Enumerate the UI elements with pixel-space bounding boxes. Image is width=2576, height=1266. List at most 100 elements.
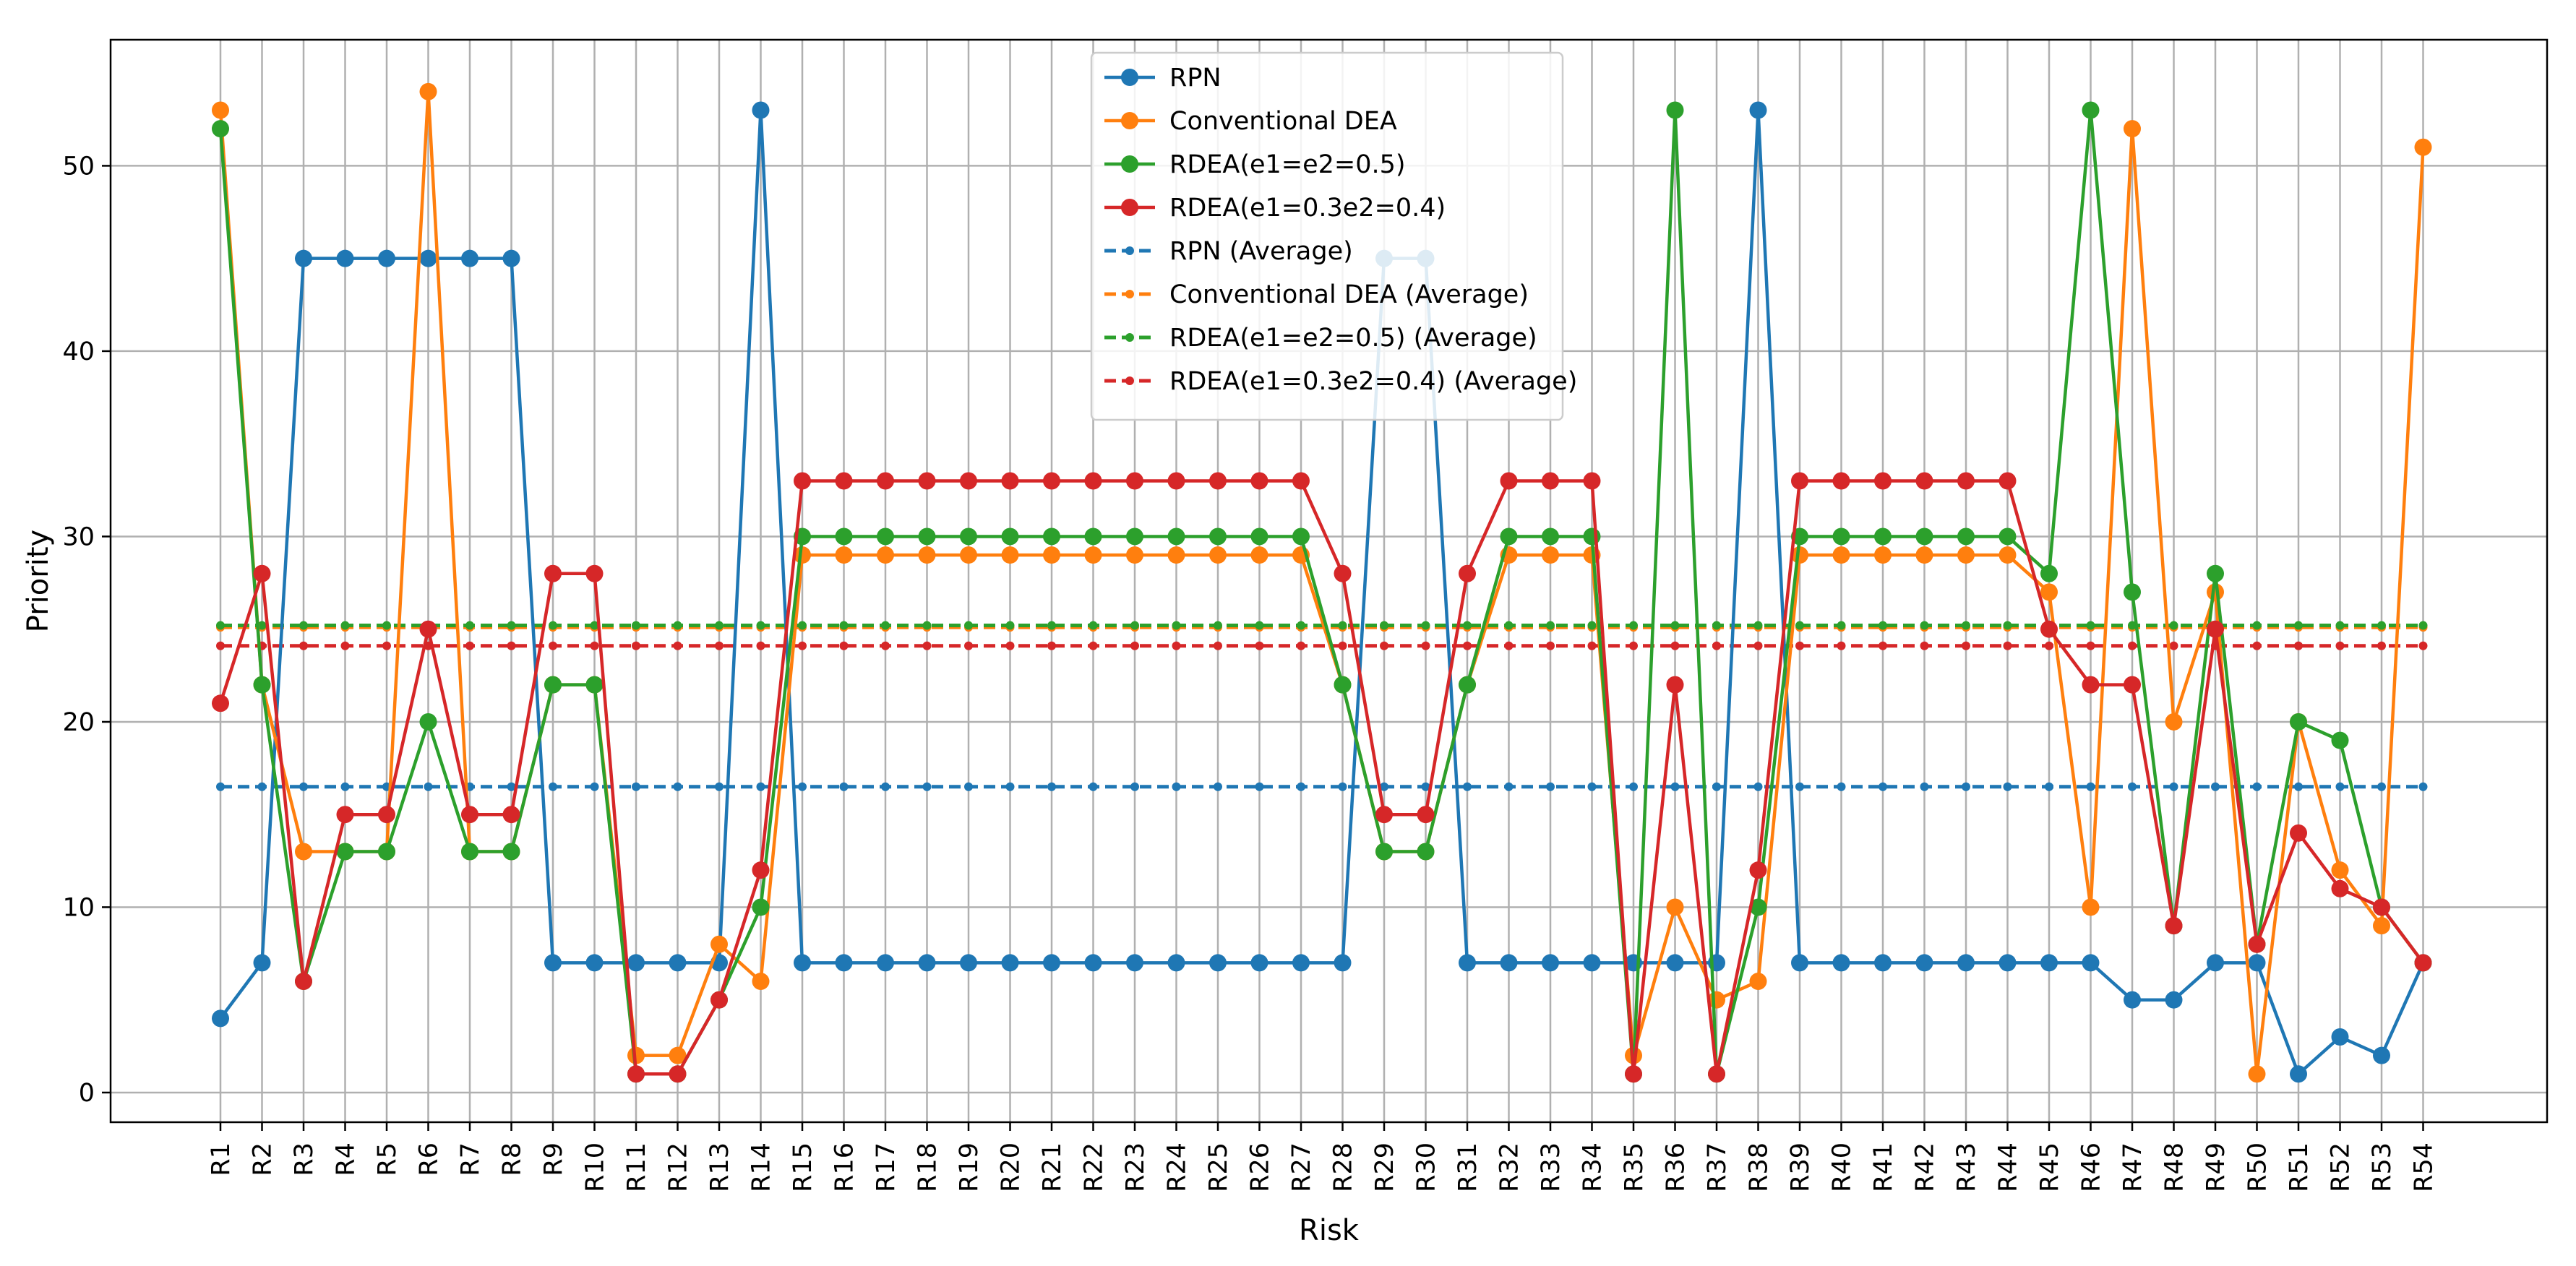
average-marker — [590, 621, 599, 630]
average-marker — [2335, 621, 2345, 630]
average-marker — [2211, 782, 2220, 791]
data-point — [1998, 546, 2017, 564]
legend-marker — [1125, 290, 1134, 298]
average-marker — [1297, 621, 1305, 630]
average-marker — [1962, 641, 1970, 650]
data-point — [1957, 954, 1975, 972]
data-point — [1043, 954, 1060, 972]
data-point — [419, 249, 437, 267]
data-point — [502, 249, 520, 267]
average-marker — [1047, 621, 1056, 630]
x-tick-label: R26 — [1246, 1142, 1275, 1192]
average-marker — [1214, 782, 1222, 791]
average-marker — [1214, 641, 1222, 650]
data-point — [1001, 528, 1019, 546]
legend-entry: RDEA(e1=e2=0.5) — [1104, 150, 1406, 179]
data-point — [1292, 954, 1310, 972]
average-marker — [1712, 641, 1721, 650]
average-marker — [1297, 782, 1305, 791]
data-point — [877, 954, 894, 972]
average-marker — [1130, 621, 1139, 630]
data-series — [212, 472, 2432, 1083]
average-marker — [1504, 782, 1514, 791]
data-point — [1500, 954, 1518, 972]
data-point — [752, 861, 770, 879]
x-tick-label: R5 — [373, 1142, 402, 1176]
x-tick-label: R3 — [290, 1142, 319, 1176]
x-tick-label: R21 — [1038, 1142, 1067, 1192]
average-marker — [1380, 641, 1388, 650]
data-point — [461, 249, 478, 267]
average-marker — [1338, 621, 1347, 630]
average-lines — [216, 621, 2428, 791]
average-marker — [590, 782, 599, 791]
data-point — [1915, 528, 1933, 546]
data-point — [2248, 1065, 2266, 1083]
legend-label: RPN — [1169, 64, 1222, 92]
average-marker — [2003, 782, 2012, 791]
average-marker — [922, 782, 932, 791]
average-marker — [2128, 641, 2137, 650]
average-marker — [257, 782, 267, 791]
average-marker — [715, 782, 724, 791]
data-point — [1292, 472, 1310, 490]
data-point — [2373, 898, 2390, 916]
average-marker — [2169, 782, 2178, 791]
data-point — [1500, 528, 1518, 546]
legend-marker — [1125, 333, 1134, 342]
x-tick-label: R22 — [1080, 1142, 1109, 1192]
x-tick-label: R31 — [1454, 1142, 1482, 1192]
y-tick-label: 40 — [62, 337, 95, 366]
average-marker — [1837, 782, 1846, 791]
average-marker — [549, 621, 557, 630]
data-point — [461, 843, 478, 861]
data-point — [212, 101, 229, 119]
data-point — [1998, 954, 2017, 972]
average-marker — [340, 782, 350, 791]
data-point — [1749, 973, 1767, 991]
data-point — [1250, 954, 1268, 972]
x-tick-label: R30 — [1412, 1142, 1441, 1192]
data-point — [1209, 472, 1227, 490]
x-tick-label: R10 — [581, 1142, 610, 1192]
data-point — [1957, 528, 1975, 546]
average-marker — [1463, 641, 1472, 650]
x-tick-label: R24 — [1163, 1142, 1192, 1192]
average-marker — [2377, 621, 2386, 630]
average-marker — [715, 641, 724, 650]
data-point — [544, 564, 562, 582]
x-tick-label: R35 — [1620, 1142, 1649, 1192]
data-point — [1334, 676, 1352, 694]
average-marker — [2418, 621, 2428, 630]
x-tick-label: R20 — [997, 1142, 1026, 1192]
data-point — [253, 676, 271, 694]
legend-marker — [1121, 155, 1138, 173]
data-point — [1666, 898, 1684, 916]
data-point — [752, 898, 770, 916]
x-tick-label: R51 — [2285, 1142, 2314, 1192]
average-marker — [673, 641, 682, 650]
average-marker — [2003, 621, 2012, 630]
legend-label: RDEA(e1=0.3e2=0.4) — [1169, 194, 1446, 223]
average-marker — [1504, 621, 1514, 630]
average-marker — [1629, 782, 1638, 791]
x-tick-label: R2 — [249, 1142, 278, 1176]
data-point — [2040, 564, 2058, 582]
average-marker — [1629, 641, 1638, 650]
average-marker — [590, 641, 599, 650]
average-marker — [1920, 782, 1929, 791]
legend-entry: RDEA(e1=e2=0.5) (Average) — [1104, 324, 1537, 353]
data-point — [877, 472, 894, 490]
data-point — [1583, 472, 1601, 490]
legend-marker — [1125, 246, 1134, 255]
data-point — [2290, 712, 2307, 731]
data-point — [2373, 1046, 2390, 1064]
average-marker — [1504, 641, 1514, 650]
x-tick-label: R9 — [539, 1142, 568, 1176]
data-point — [1708, 1065, 1725, 1083]
average-marker — [964, 621, 973, 630]
average-marker — [798, 621, 807, 630]
average-marker — [1587, 641, 1597, 650]
data-point — [1583, 954, 1601, 972]
average-marker — [1089, 621, 1098, 630]
